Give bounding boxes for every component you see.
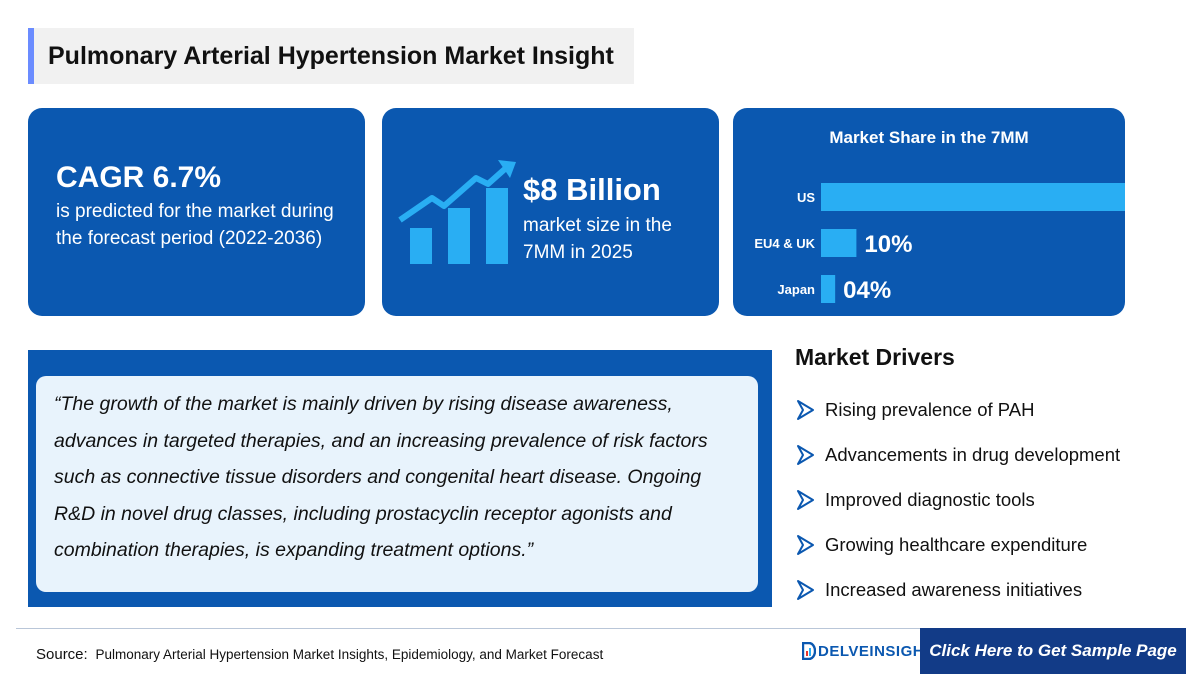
source-text: Pulmonary Arterial Hypertension Market I… [95, 647, 604, 662]
driver-label: Increased awareness initiatives [825, 578, 1083, 600]
cagr-card: CAGR 6.7% is predicted for the market du… [28, 108, 365, 316]
driver-label: Rising prevalence of PAH [825, 398, 1035, 420]
sample-page-label: Click Here to Get Sample Page [929, 641, 1177, 660]
driver-item: Growing healthcare expenditure [795, 522, 1185, 567]
bar-us [821, 183, 1125, 211]
growth-bar-chart-icon [398, 160, 516, 264]
chevron-right-icon [797, 399, 814, 420]
cagr-description: is predicted for the market during the f… [56, 201, 334, 249]
chevron-right-icon [797, 579, 814, 600]
market-drivers: Market Drivers Rising prevalence of PAH … [795, 344, 1185, 612]
value-label: 04% [843, 277, 891, 304]
driver-label: Advancements in drug development [825, 443, 1121, 465]
category-label: EU4 & UK [754, 236, 815, 251]
page-title: Pulmonary Arterial Hypertension Market I… [48, 41, 614, 70]
bar-japan [821, 275, 836, 303]
bar-eu4-uk [821, 229, 857, 257]
category-label: US [797, 190, 815, 205]
sample-page-button[interactable]: Click Here to Get Sample Page [920, 628, 1186, 674]
driver-item: Rising prevalence of PAH [795, 387, 1185, 432]
source-label: Source: [36, 646, 88, 663]
chevron-right-icon [797, 489, 814, 510]
logo-text: DELVEINSIGHT [818, 642, 934, 660]
delveinsight-logo[interactable]: DELVEINSIGHT [802, 642, 934, 660]
quote-box: “The growth of the market is mainly driv… [36, 376, 758, 592]
market-share-card: Market Share in the 7MM US86%EU4 & UK10%… [733, 108, 1125, 316]
quote-panel: “The growth of the market is mainly driv… [28, 350, 772, 607]
category-label: Japan [777, 282, 815, 297]
market-size-value: $8 Billion [523, 172, 661, 207]
chart-title: Market Share in the 7MM [829, 128, 1029, 147]
quote-text: “The growth of the market is mainly driv… [54, 393, 708, 561]
drivers-heading: Market Drivers [795, 344, 955, 370]
driver-item: Increased awareness initiatives [795, 567, 1185, 612]
logo-mark-icon [802, 642, 816, 660]
drivers-list: Rising prevalence of PAH Advancements in… [795, 387, 1185, 612]
page-title-box: Pulmonary Arterial Hypertension Market I… [28, 28, 634, 84]
market-size-card: $8 Billion market size in the 7MM in 202… [382, 108, 719, 316]
cagr-value: CAGR 6.7% [56, 161, 222, 194]
driver-label: Improved diagnostic tools [825, 488, 1035, 510]
footer-divider [16, 628, 1184, 629]
driver-label: Growing healthcare expenditure [825, 533, 1088, 555]
market-size-description: market size in the 7MM in 2025 [523, 215, 672, 263]
driver-item: Improved diagnostic tools [795, 477, 1185, 522]
driver-item: Advancements in drug development [795, 432, 1185, 477]
chevron-right-icon [797, 444, 814, 465]
source-note: Source: Pulmonary Arterial Hypertension … [36, 646, 603, 663]
chevron-right-icon [797, 534, 814, 555]
value-label: 10% [864, 231, 912, 258]
